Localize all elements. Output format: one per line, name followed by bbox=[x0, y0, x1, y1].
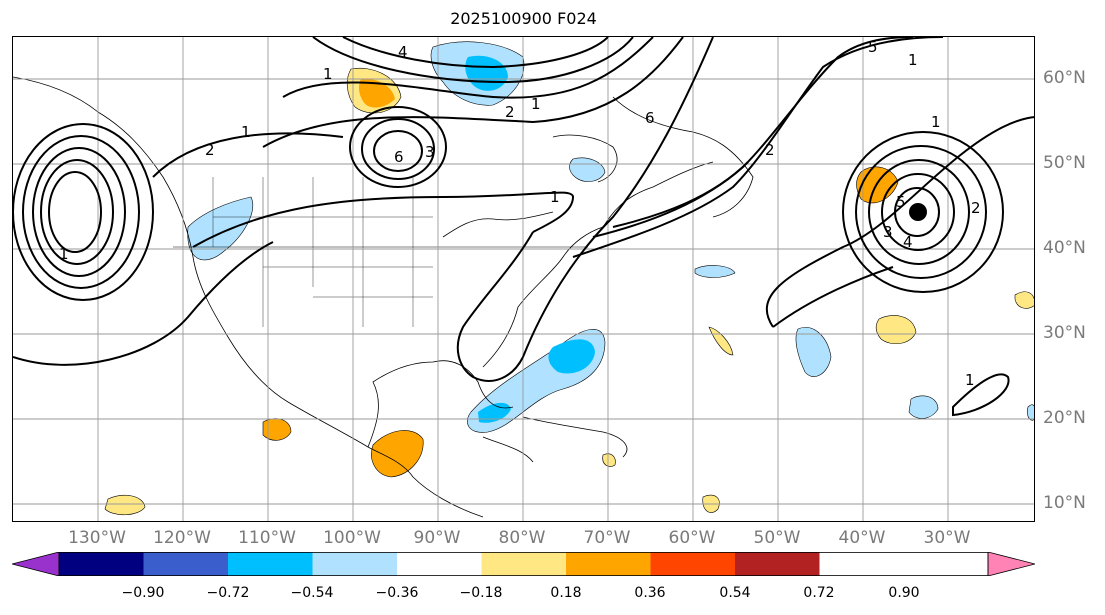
colorbar-tick: 0.90 bbox=[888, 585, 920, 601]
colorbar-bin bbox=[312, 552, 397, 576]
colorbar-tick: −0.36 bbox=[375, 585, 419, 601]
contour-label: 1 bbox=[550, 188, 560, 206]
contour-label: 1 bbox=[59, 245, 69, 263]
shade-positive bbox=[262, 418, 292, 441]
colorbar-tick: −0.18 bbox=[459, 585, 503, 601]
lon-label-110w: 110°W bbox=[238, 528, 296, 548]
shade-negative bbox=[569, 157, 606, 182]
colorbar-outline bbox=[58, 552, 989, 576]
shade-positive bbox=[371, 430, 424, 478]
contour-label: 2 bbox=[765, 141, 775, 159]
shade-negative bbox=[1027, 404, 1034, 421]
shade-positive-core bbox=[358, 78, 395, 108]
contour-label: 4 bbox=[398, 43, 408, 61]
lat-label-50n: 50°N bbox=[1043, 153, 1086, 173]
shade-positive bbox=[1014, 291, 1034, 309]
colorbar-tick: −0.90 bbox=[121, 585, 165, 601]
contour-label: 5 bbox=[896, 193, 906, 211]
contours bbox=[13, 37, 1034, 417]
contour-atlantic-low bbox=[842, 131, 1004, 293]
shade-negative bbox=[795, 327, 832, 377]
gridlines bbox=[13, 37, 1034, 521]
colorbar-bin bbox=[650, 552, 735, 576]
shade-negative bbox=[694, 265, 736, 278]
shading-layer bbox=[104, 41, 1034, 516]
lon-label-70w: 70°W bbox=[583, 528, 631, 548]
colorbar-tick: −0.54 bbox=[290, 585, 334, 601]
colorbar bbox=[12, 552, 1035, 576]
contour-label: 2 bbox=[205, 141, 215, 159]
contour-label: 2 bbox=[505, 103, 515, 121]
shade-negative bbox=[187, 196, 253, 261]
contour-west-low bbox=[13, 123, 154, 301]
shade-positive bbox=[602, 453, 616, 467]
shade-positive bbox=[875, 315, 917, 345]
colorbar-extend-low bbox=[12, 552, 60, 576]
lon-label-120w: 120°W bbox=[153, 528, 211, 548]
colorbar-bin bbox=[59, 552, 144, 576]
contour-label: 2 bbox=[971, 199, 981, 217]
low-center-marker bbox=[909, 203, 927, 221]
contour-label: 1 bbox=[965, 371, 975, 389]
colorbar-tick: 0.18 bbox=[550, 585, 582, 601]
lat-label-10n: 10°N bbox=[1043, 493, 1086, 513]
lat-label-30n: 30°N bbox=[1043, 323, 1086, 343]
lon-label-40w: 40°W bbox=[838, 528, 886, 548]
contour-label: 1 bbox=[323, 65, 333, 83]
contour-labels: 1 2 1 4 6 3 1 2 1 6 2 1 5 1 5 4 3 2 1 1 bbox=[59, 38, 981, 389]
colorbar-bin bbox=[143, 552, 228, 576]
map-canvas: 1 2 1 4 6 3 1 2 1 6 2 1 5 1 5 4 3 2 1 1 bbox=[13, 37, 1034, 521]
contour-label: 6 bbox=[394, 148, 404, 166]
coastlines bbox=[13, 76, 754, 518]
contour-label: 5 bbox=[868, 38, 878, 56]
colorbar-bin bbox=[481, 552, 566, 576]
contour-label: 4 bbox=[903, 233, 913, 251]
lat-label-60n: 60°N bbox=[1043, 68, 1086, 88]
contour-label: 1 bbox=[531, 95, 541, 113]
shade-negative bbox=[908, 395, 939, 419]
colorbar-bin bbox=[228, 552, 313, 576]
colorbar-tick: −0.72 bbox=[206, 585, 250, 601]
shade-positive bbox=[708, 326, 734, 356]
contour-label: 1 bbox=[908, 51, 918, 69]
contour-label: 6 bbox=[645, 109, 655, 127]
lat-label-20n: 20°N bbox=[1043, 408, 1086, 428]
contour-label: 1 bbox=[931, 113, 941, 131]
lon-label-90w: 90°W bbox=[413, 528, 461, 548]
contour-label: 3 bbox=[425, 143, 435, 161]
contour-label: 1 bbox=[241, 123, 251, 141]
contour-label: 3 bbox=[883, 223, 893, 241]
colorbar-tick: 0.72 bbox=[803, 585, 835, 601]
colorbar-tick: 0.36 bbox=[634, 585, 666, 601]
lon-label-100w: 100°W bbox=[323, 528, 381, 548]
lon-label-80w: 80°W bbox=[498, 528, 546, 548]
shade-positive bbox=[104, 494, 146, 516]
colorbar-bin bbox=[566, 552, 651, 576]
lon-label-60w: 60°W bbox=[668, 528, 716, 548]
map-panel: 1 2 1 4 6 3 1 2 1 6 2 1 5 1 5 4 3 2 1 1 bbox=[12, 36, 1035, 522]
map-title: 2025100900 F024 bbox=[450, 9, 597, 28]
colorbar-bin bbox=[735, 552, 820, 576]
colorbar-extend-high bbox=[987, 552, 1035, 576]
lat-label-40n: 40°N bbox=[1043, 238, 1086, 258]
shade-negative-core bbox=[548, 339, 595, 374]
lon-label-130w: 130°W bbox=[68, 528, 126, 548]
contour-plains-low bbox=[349, 106, 447, 188]
lon-label-50w: 50°W bbox=[753, 528, 801, 548]
colorbar-bin bbox=[397, 552, 482, 576]
lon-label-30w: 30°W bbox=[923, 528, 971, 548]
colorbar-tick: 0.54 bbox=[719, 585, 751, 601]
